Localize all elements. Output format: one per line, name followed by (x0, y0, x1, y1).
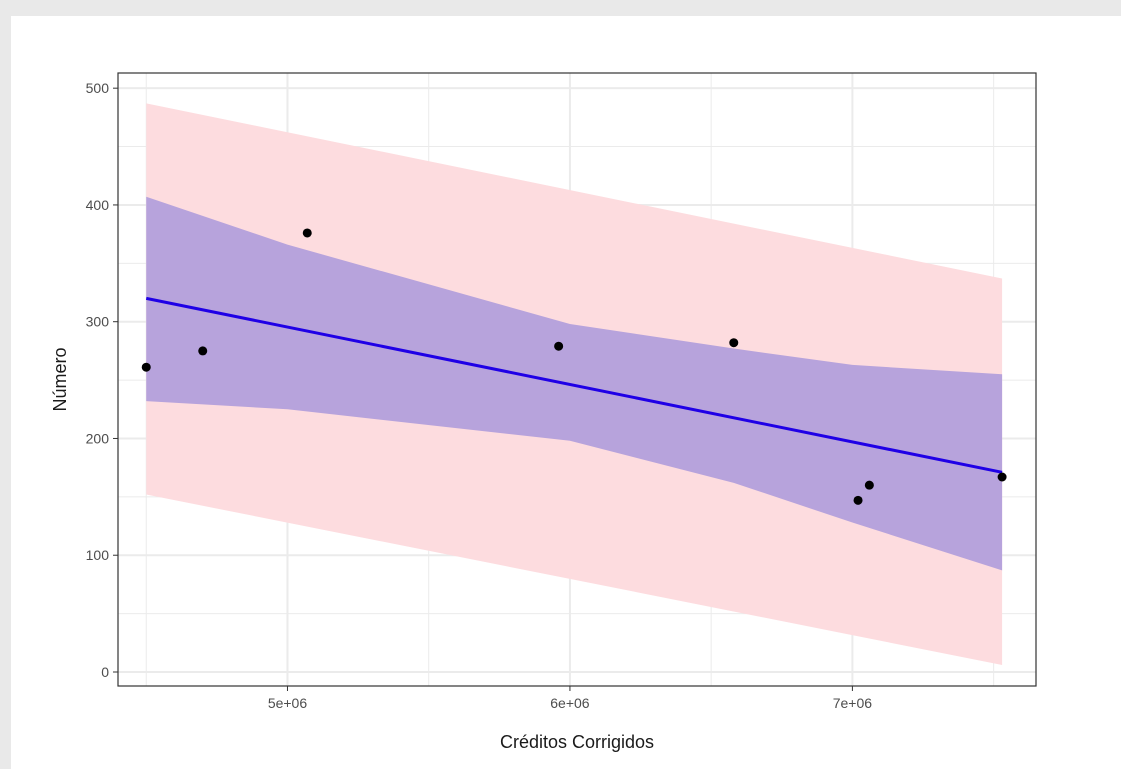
data-point (729, 338, 739, 348)
x-axis: 5e+06 6e+06 7e+06 (268, 686, 872, 711)
y-tick-label: 300 (86, 314, 110, 330)
x-tick-label: 6e+06 (550, 695, 590, 711)
y-tick-label: 0 (101, 664, 109, 680)
data-point (554, 341, 564, 351)
y-tick-label: 500 (86, 80, 110, 96)
data-point (853, 495, 863, 505)
y-axis-title: Número (50, 347, 70, 411)
data-points (141, 228, 1007, 505)
window-left-border (0, 0, 11, 769)
data-point (302, 228, 312, 238)
y-tick-label: 400 (86, 197, 110, 213)
plot-panel-border (117, 72, 1037, 687)
confidence-band (146, 196, 1003, 571)
y-axis: 0 100 200 300 400 500 (86, 80, 118, 680)
y-tick-label: 200 (86, 430, 110, 446)
x-axis-title: Créditos Corrigidos (500, 732, 654, 752)
x-tick-label: 7e+06 (833, 695, 873, 711)
data-point (864, 480, 874, 490)
regression-line (145, 296, 1003, 474)
x-tick-label: 5e+06 (268, 695, 308, 711)
y-tick-label: 100 (86, 547, 110, 563)
data-point (997, 472, 1007, 482)
window-top-border (0, 0, 1121, 16)
data-point (198, 346, 208, 356)
data-point (141, 362, 151, 372)
